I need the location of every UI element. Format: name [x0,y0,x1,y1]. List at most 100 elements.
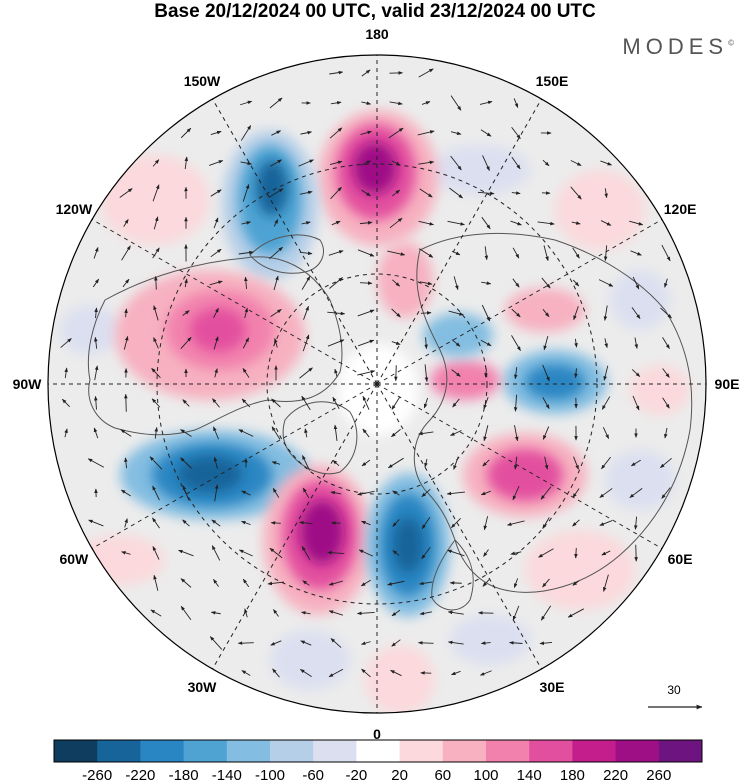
longitude-label: 150E [536,73,569,89]
wind-arrow [180,605,192,621]
wind-arrow [327,339,345,347]
wind-arrow [449,581,462,585]
wind-arrow [361,101,372,105]
wind-arrow [451,670,461,676]
wind-arrow [417,130,435,136]
wind-arrow [213,217,219,229]
wind-arrow [180,429,192,437]
colorbar-tick-label: 60 [434,767,451,783]
wind-arrow [574,338,578,348]
wind-arrow [418,220,434,226]
wind-arrow [210,611,221,615]
wind-arrow [88,519,104,527]
wind-arrow [122,278,130,288]
wind-arrow [93,427,99,439]
wind-arrow [209,280,223,286]
wind-arrow [210,130,222,136]
wind-arrow [301,275,311,290]
wind-arrow [631,307,641,319]
wind-arrow [362,395,370,410]
wind-arrow [483,425,489,442]
wind-arrow [213,307,219,319]
wind-arrow [180,127,192,139]
wind-arrow [601,550,611,556]
wind-arrow [483,397,489,410]
wind-arrow [540,605,552,621]
scandinavia-coast [431,539,474,611]
wind-arrow [121,245,131,261]
wind-arrow [391,189,401,197]
wind-arrow [418,641,434,645]
longitude-label: 60E [668,551,693,567]
wind-arrow [661,244,671,262]
wind-arrow [361,668,371,678]
wind-arrow [631,369,641,377]
wind-arrow [267,581,285,586]
colorbar-swatch [226,740,271,762]
wind-arrow [448,310,464,316]
wind-arrow [362,428,370,438]
colorbar-tick-label: -180 [169,767,199,783]
wind-arrow [538,548,554,558]
wind-arrow [329,277,343,289]
colorbar-tick-label: -20 [346,767,368,783]
wind-arrow [120,489,131,497]
wind-arrow [211,545,221,561]
latitude-circle [266,273,488,495]
wind-arrow [360,281,373,285]
wind-arrow [513,98,519,109]
wind-arrow [300,130,312,135]
wind-arrow [152,159,160,167]
wind-arrow [214,368,218,378]
wind-arrow [572,247,580,259]
wind-arrow [542,364,550,382]
wind-arrow [238,549,253,557]
wind-arrow [664,427,668,439]
wind-arrow [450,155,462,171]
wind-arrow [482,459,490,467]
wind-arrow [447,549,465,557]
wind-arrow [360,579,371,587]
wind-arrow [481,281,492,285]
wind-arrow [662,368,670,378]
wind-arrow [421,516,431,530]
wind-arrow [572,519,580,527]
wind-arrow [424,458,428,468]
wind-arrow [153,574,159,591]
wind-arrow [391,396,401,410]
wind-arrow [451,339,461,347]
colorbar-swatch [615,740,660,762]
wind-arrow [510,551,522,556]
wind-arrow [213,336,219,350]
wind-arrow [604,338,608,349]
wind-arrow [302,487,310,499]
wind-arrow [419,281,433,286]
wind-arrow [479,670,492,676]
wind-arrow [418,248,434,258]
wind-arrow [151,398,161,408]
wind-arrow [483,516,489,531]
wind-arrow [512,605,520,621]
wind-arrow [271,426,281,440]
wind-arrow [480,490,491,496]
graticule [48,55,706,713]
vector-reference-key: 30 [648,683,703,710]
wind-arrow [600,160,613,166]
wind-arrow [662,337,670,350]
wind-arrow [603,365,609,381]
longitude-label: 0 [373,726,381,742]
wind-arrow [421,546,431,560]
wind-arrow [331,220,341,226]
wind-arrow [119,188,133,198]
wind-arrow [599,520,613,526]
wind-arrow [270,640,282,646]
north-america-coast [87,256,343,436]
wind-arrow [330,101,342,105]
wind-arrow [299,367,313,379]
wind-arrow [268,188,284,198]
anomaly-blob [270,630,350,690]
anomaly-blob [605,450,675,510]
wind-arrow [328,610,344,616]
wind-arrow [124,393,128,412]
colorbar-tick-label: -220 [125,767,155,783]
